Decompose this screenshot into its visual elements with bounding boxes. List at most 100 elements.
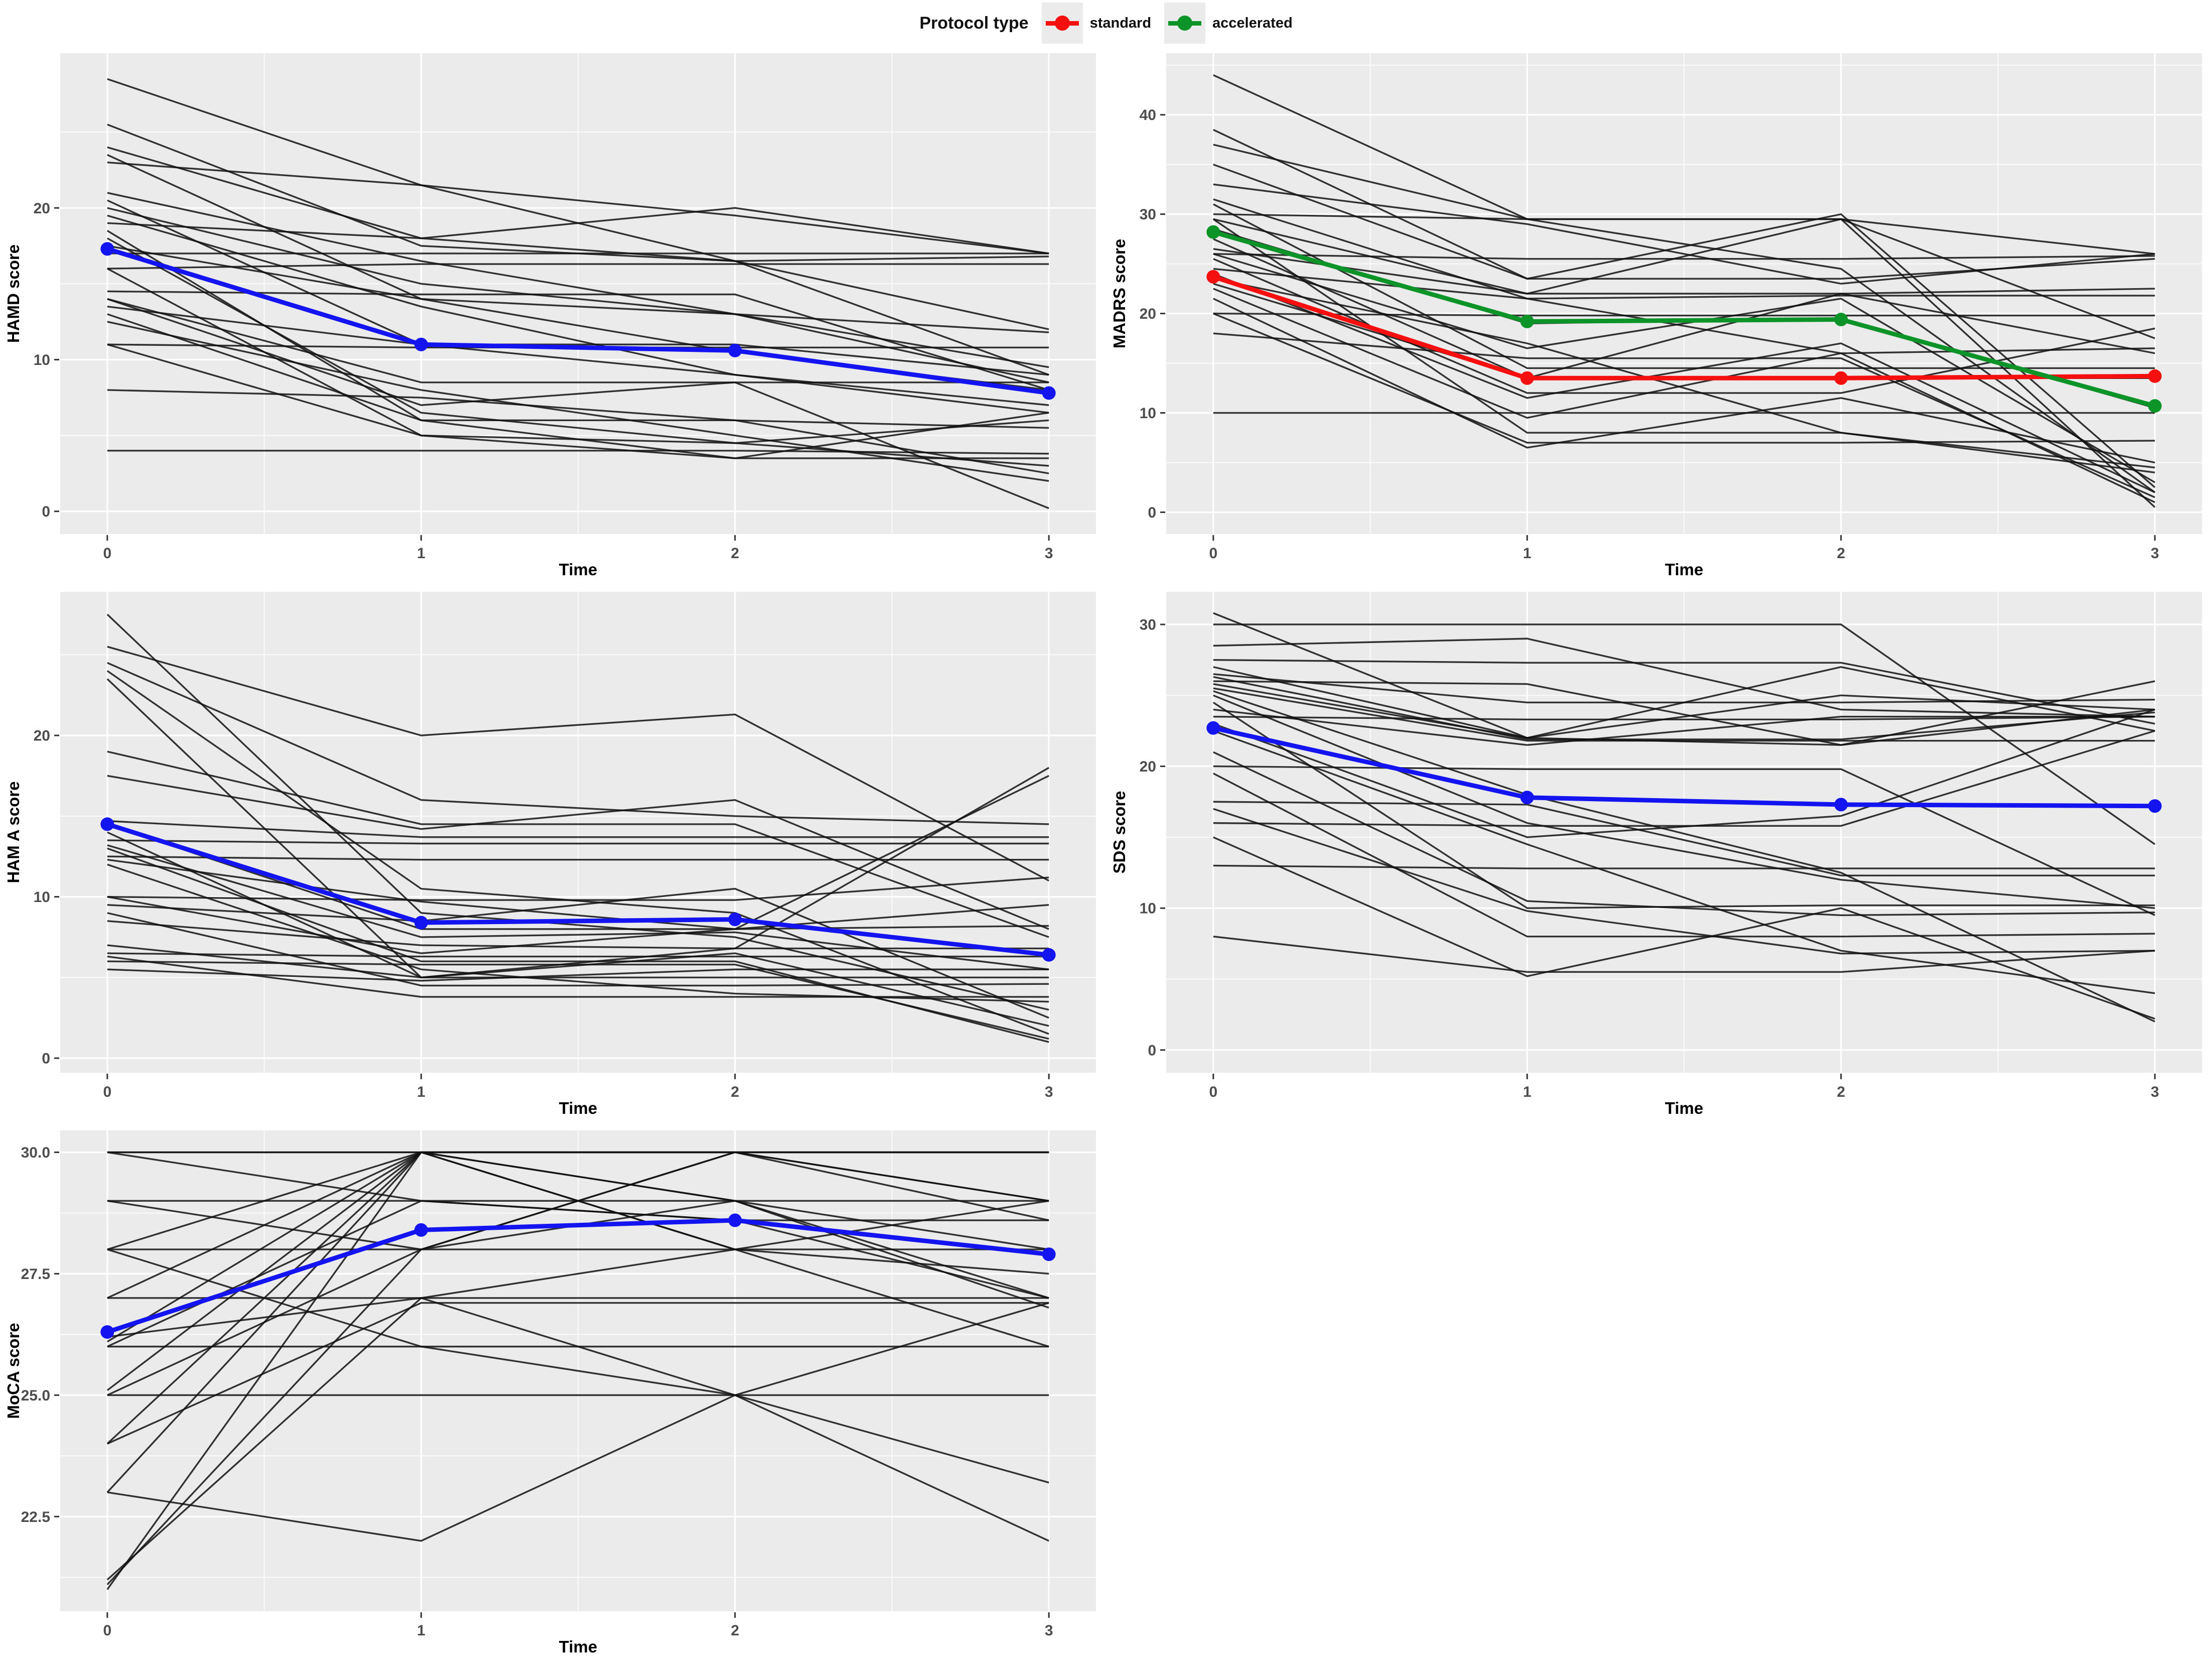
mean-point bbox=[1206, 225, 1220, 239]
individual-line bbox=[1212, 702, 2155, 909]
mean-point bbox=[414, 1223, 428, 1237]
individual-line bbox=[107, 960, 1049, 1040]
x-axis-tick-label: 3 bbox=[2151, 545, 2159, 562]
individual-trajectories bbox=[1212, 612, 2156, 1022]
mean-point bbox=[1834, 371, 1848, 385]
individual-line bbox=[107, 389, 1049, 429]
individual-line bbox=[107, 207, 1049, 254]
y-axis-tick-label: 0 bbox=[42, 1051, 50, 1067]
y-axis-tick-label: 10 bbox=[1140, 405, 1156, 422]
moca-plot-svg: 22.5 25.0 27.5 30.0 0 1 2 3 Time MoCA score bbox=[4, 1130, 1096, 1656]
madrs-plot-svg: 0 10 20 30 40 0 1 2 3 Time MADRS score bbox=[1110, 53, 2202, 579]
mean-line bbox=[105, 1218, 1051, 1335]
individual-line bbox=[107, 968, 1049, 982]
y-axis-tick-label: 0 bbox=[1148, 1042, 1156, 1059]
individual-line bbox=[107, 305, 1049, 376]
x-axis-tick-label: 3 bbox=[1045, 545, 1053, 562]
individual-line bbox=[1213, 694, 2155, 909]
mean-point bbox=[1042, 386, 1056, 400]
individual-line bbox=[107, 214, 1049, 414]
individual-line bbox=[107, 321, 1049, 482]
y-axis-tick-label: 27.5 bbox=[21, 1266, 50, 1283]
individual-line bbox=[107, 207, 1049, 333]
individual-line bbox=[1213, 680, 2155, 746]
individual-line bbox=[1213, 676, 2155, 740]
individual-line bbox=[1213, 730, 2155, 994]
hamd-plot-svg: 0 10 20 0 1 2 3 Time HAMD score bbox=[4, 53, 1096, 579]
x-axis-tick-label: 3 bbox=[1045, 1084, 1053, 1100]
mean-point bbox=[1042, 1247, 1056, 1261]
y-axis-tick-label: 20 bbox=[1140, 306, 1156, 322]
x-axis-tick-label: 1 bbox=[417, 1622, 426, 1639]
individual-line bbox=[1213, 773, 2155, 938]
protocol-legend: Protocol type standard accelerated bbox=[0, 0, 2212, 46]
individual-line bbox=[107, 298, 1049, 509]
mean-point bbox=[2148, 799, 2162, 813]
individual-line bbox=[1213, 715, 2155, 721]
x-axis-tick-label: 0 bbox=[103, 545, 111, 562]
individual-line bbox=[107, 876, 1049, 901]
individual-line bbox=[1213, 268, 2155, 300]
hamd-chart: 0 10 20 0 1 2 3 Time HAMD score bbox=[0, 46, 1106, 585]
mean-line bbox=[1211, 725, 2157, 809]
y-axis-tick-label: 25.0 bbox=[21, 1387, 50, 1404]
individual-line bbox=[1213, 687, 2155, 742]
mean-point bbox=[2148, 399, 2162, 413]
overall-mean bbox=[100, 1213, 1056, 1339]
mean-point bbox=[1834, 798, 1848, 812]
individual-line bbox=[107, 766, 1050, 979]
individual-line bbox=[1213, 278, 2155, 469]
x-axis-title: Time bbox=[1665, 560, 1703, 579]
individual-line bbox=[107, 1151, 1049, 1250]
y-axis-title: MoCA score bbox=[4, 1323, 23, 1419]
mean-point bbox=[728, 913, 742, 927]
legend-title: Protocol type bbox=[919, 13, 1029, 33]
mean-point bbox=[414, 916, 428, 930]
individual-line bbox=[1213, 332, 2155, 498]
individual-line bbox=[107, 844, 1049, 970]
individual-line bbox=[107, 646, 1049, 881]
individual-line bbox=[1213, 248, 2155, 295]
x-axis-title: Time bbox=[559, 1099, 597, 1117]
individual-line bbox=[1213, 298, 2155, 464]
mean-point bbox=[1520, 791, 1534, 805]
individual-line bbox=[107, 290, 1049, 391]
individual-line bbox=[107, 1151, 1049, 1299]
individual-line bbox=[1213, 312, 2155, 317]
mean-point bbox=[1206, 721, 1220, 735]
y-axis-tick-label: 20 bbox=[34, 728, 50, 744]
y-axis-title: MADRS score bbox=[1110, 239, 1129, 348]
legend-point-glyph bbox=[1177, 16, 1193, 31]
individual-line bbox=[107, 920, 1049, 950]
overall-mean bbox=[1206, 721, 2162, 813]
mean-point bbox=[728, 343, 742, 357]
individual-line bbox=[1213, 836, 2155, 1020]
y-axis-tick-label: 10 bbox=[34, 889, 50, 906]
individual-line bbox=[107, 298, 1049, 383]
individual-line bbox=[107, 912, 1049, 987]
hama-chart: 0 10 20 0 1 2 3 Time HAM A score bbox=[0, 585, 1106, 1123]
individual-line bbox=[107, 775, 1049, 930]
individual-line bbox=[107, 450, 1049, 455]
x-axis-tick-label: 2 bbox=[1837, 545, 1845, 562]
standard-mean bbox=[1206, 270, 2162, 385]
individual-line bbox=[107, 1248, 1049, 1396]
individual-line bbox=[1213, 213, 2155, 255]
mean-line bbox=[1211, 274, 2157, 380]
y-axis-tick-label: 10 bbox=[34, 352, 50, 368]
mean-line bbox=[105, 822, 1051, 957]
individual-line bbox=[107, 839, 1049, 845]
individual-line bbox=[107, 343, 1049, 459]
mean-point bbox=[2148, 369, 2162, 383]
individual-line bbox=[107, 858, 1049, 930]
legend-item-accelerated: accelerated bbox=[1164, 3, 1293, 44]
mean-line bbox=[105, 246, 1051, 396]
mean-line bbox=[1211, 229, 2157, 409]
individual-line bbox=[1213, 238, 2155, 379]
individual-line bbox=[1213, 751, 2155, 917]
x-axis-tick-label: 1 bbox=[417, 1084, 426, 1100]
y-axis-title: HAM A score bbox=[4, 782, 23, 883]
individual-line bbox=[1213, 765, 2155, 916]
mean-point bbox=[728, 1213, 742, 1227]
